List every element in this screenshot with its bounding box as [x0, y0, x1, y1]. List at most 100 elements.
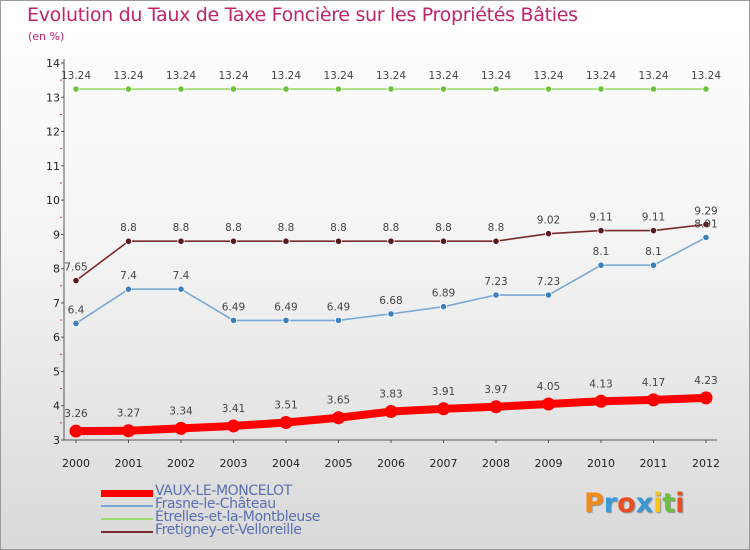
- x-tick-label: 2005: [325, 457, 353, 470]
- data-point: [699, 391, 713, 405]
- data-point: [439, 303, 448, 311]
- logo-letter: i: [653, 488, 663, 519]
- data-point: [702, 233, 710, 242]
- y-tick-label: 8: [53, 263, 60, 276]
- y-tick-label: 4: [53, 400, 60, 413]
- data-label: 8.8: [383, 222, 400, 234]
- data-point: [282, 237, 290, 245]
- data-label: 9.11: [589, 212, 612, 224]
- data-label: 13.24: [481, 70, 511, 82]
- data-label: 13.24: [586, 70, 616, 82]
- data-point: [489, 400, 503, 414]
- data-point: [69, 424, 83, 438]
- proxiti-logo: Proxiti: [584, 488, 685, 519]
- data-point: [702, 85, 710, 93]
- data-label: 8.8: [173, 222, 190, 234]
- data-label: 8.1: [593, 246, 610, 258]
- data-point: [174, 421, 188, 435]
- data-label: 13.24: [271, 70, 301, 82]
- data-point: [544, 230, 553, 238]
- data-point: [597, 85, 605, 93]
- data-point: [597, 261, 605, 269]
- data-point: [439, 85, 448, 93]
- legend-label: Frasne-le-Château: [155, 496, 276, 512]
- data-point: [334, 316, 343, 324]
- legend-swatch: [101, 518, 153, 520]
- data-label: 6.49: [274, 301, 297, 313]
- y-tick-label: 12: [46, 126, 60, 139]
- y-tick-label: 9: [53, 228, 60, 241]
- data-point: [649, 85, 658, 93]
- data-label: 8.91: [694, 218, 717, 230]
- x-tick-label: 2001: [115, 457, 143, 470]
- data-label: 3.65: [327, 395, 350, 407]
- chart-title: Evolution du Taux de Taxe Foncière sur l…: [27, 4, 578, 26]
- legend-swatch: [101, 505, 153, 507]
- data-label: 4.23: [694, 375, 717, 387]
- x-tick-label: 2009: [535, 457, 563, 470]
- data-point: [124, 285, 133, 293]
- data-point: [544, 291, 553, 299]
- data-label: 3.27: [117, 408, 140, 420]
- data-label: 3.97: [484, 384, 507, 396]
- data-point: [492, 237, 500, 245]
- data-point: [177, 237, 185, 245]
- data-point: [177, 85, 185, 93]
- data-point: [437, 402, 450, 416]
- y-tick-label: 6: [53, 331, 60, 344]
- data-label: 8.8: [435, 222, 452, 234]
- data-point: [282, 85, 290, 93]
- data-point: [72, 319, 80, 328]
- x-tick-label: 2007: [430, 457, 458, 470]
- data-point: [332, 411, 345, 425]
- data-label: 8.8: [225, 222, 242, 234]
- data-point: [334, 85, 343, 93]
- x-tick-label: 2008: [482, 457, 510, 470]
- data-label: 8.8: [120, 222, 137, 234]
- data-point: [279, 416, 293, 430]
- y-tick-label: 7: [53, 297, 60, 310]
- data-label: 7.23: [484, 276, 507, 288]
- data-label: 13.24: [638, 70, 668, 82]
- data-label: 7.4: [173, 270, 190, 282]
- data-point: [647, 393, 660, 407]
- data-label: 3.51: [274, 400, 297, 412]
- data-label: 7.65: [64, 262, 87, 274]
- data-point: [439, 237, 448, 245]
- data-point: [542, 397, 555, 411]
- logo-letter: x: [635, 488, 654, 519]
- data-label: 8.1: [645, 246, 662, 258]
- data-labels: 3.26 3.27 3.34 3.41 3.51 3.65 3.83 3.91 3.97 4.05…: [61, 70, 721, 420]
- x-tick-label: 2011: [640, 457, 668, 470]
- chart-subtitle: (en %): [28, 30, 65, 43]
- data-point: [229, 85, 238, 93]
- data-point: [72, 277, 80, 285]
- data-point: [594, 394, 608, 408]
- data-label: 6.89: [432, 288, 455, 300]
- data-label: 13.24: [166, 70, 196, 82]
- data-label: 13.24: [218, 70, 248, 82]
- x-tick-label: 2004: [272, 457, 300, 470]
- data-point: [649, 226, 658, 235]
- data-label: 13.24: [533, 70, 563, 82]
- data-point: [649, 261, 658, 269]
- data-label: 9.02: [537, 215, 560, 227]
- data-point: [229, 237, 238, 245]
- legend-label: Étrelles-et-la-Montbleuse: [155, 509, 320, 525]
- data-label: 3.26: [64, 408, 88, 420]
- data-label: 13.24: [61, 70, 91, 82]
- data-label: 13.24: [323, 70, 353, 82]
- data-label: 8.8: [278, 222, 295, 234]
- data-label: 8.8: [330, 222, 347, 234]
- x-tick-label: 2002: [167, 457, 195, 470]
- logo-letter: o: [617, 488, 636, 519]
- x-tick-label: 2012: [692, 457, 720, 470]
- data-label: 3.83: [379, 389, 402, 401]
- data-label: 6.4: [68, 304, 85, 316]
- y-tick-label: 11: [46, 160, 60, 173]
- data-label: 7.4: [120, 270, 137, 282]
- y-tick-label: 14: [46, 57, 60, 70]
- data-point: [492, 291, 500, 299]
